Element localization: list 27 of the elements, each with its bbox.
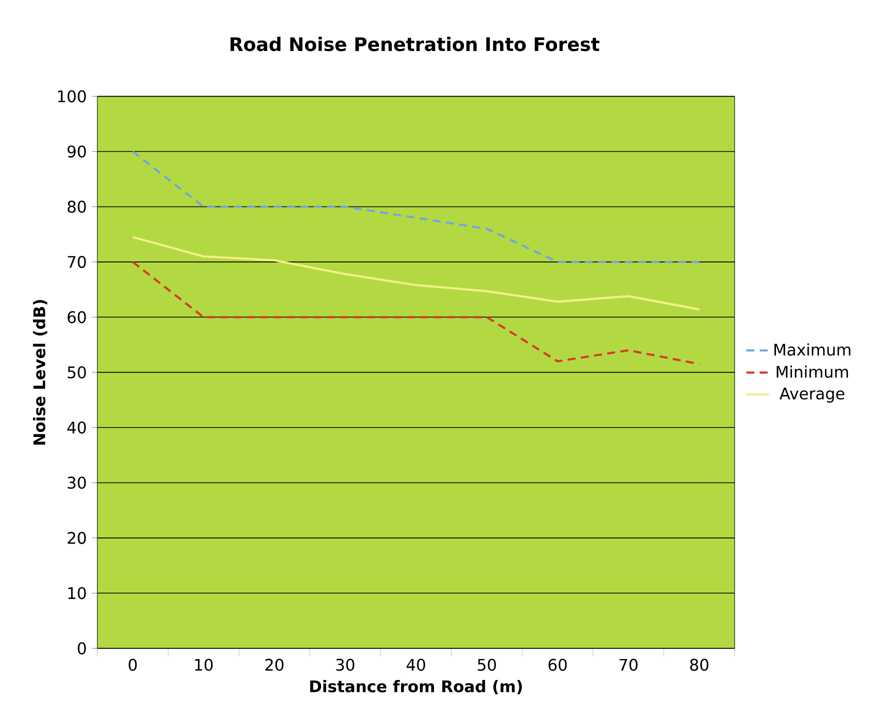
x-tick-label: 60 [548, 658, 567, 671]
y-tick-label: 10 [68, 587, 86, 600]
line-series [132, 236, 700, 310]
x-tick-label: 50 [478, 658, 496, 671]
y-tick-label: 100 [58, 90, 86, 102]
x-tick-label: 70 [620, 658, 638, 671]
x-tick-label: 20 [265, 658, 284, 671]
x-tick-label: 30 [336, 658, 354, 671]
x-tick-label: 80 [690, 658, 708, 671]
y-tick-label: 70 [68, 256, 86, 268]
legend-label: Maximum [774, 343, 850, 356]
x-tick-label: 0 [128, 658, 137, 671]
x-axis-title: Distance from Road (m) [310, 680, 522, 694]
y-tick-label: 90 [68, 145, 86, 158]
x-tick-label: 40 [406, 658, 426, 671]
legend-label: Minimum [776, 366, 848, 378]
y-tick-label: 50 [68, 366, 86, 378]
y-tick-label: 80 [68, 200, 86, 213]
y-axis-title: Noise Level (dB) [32, 300, 48, 445]
y-tick-label: 0 [78, 642, 86, 654]
legend-label: Average [780, 388, 844, 403]
y-tick-label: 40 [67, 421, 86, 434]
y-tick-label: 20 [68, 532, 86, 544]
x-tick-label: 10 [195, 658, 213, 671]
chart-title: Road Noise Penetration Into Forest [230, 36, 600, 52]
y-tick-label: 30 [68, 476, 86, 489]
y-tick-label: 60 [68, 311, 86, 324]
